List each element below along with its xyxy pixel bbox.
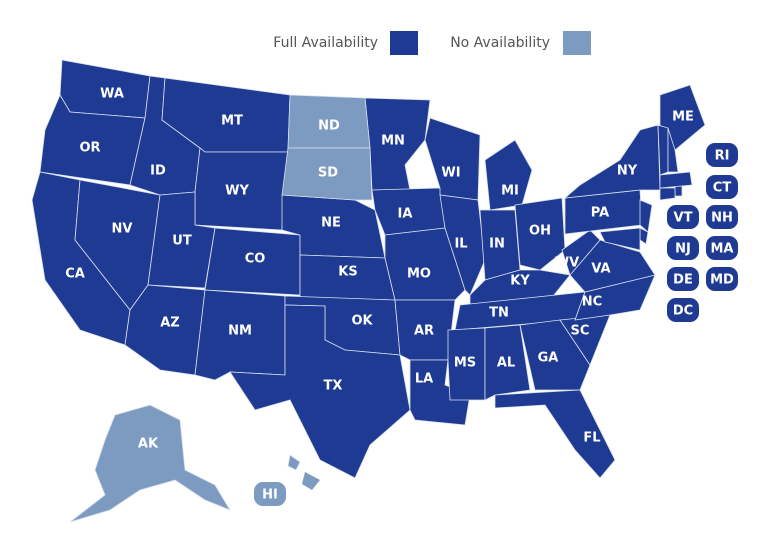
state-badge — [667, 298, 699, 322]
state-label: MD — [710, 273, 734, 288]
state-label: NJ — [675, 242, 691, 257]
state-label: SC — [571, 324, 590, 339]
state-badge — [706, 236, 738, 260]
state-shape — [574, 274, 656, 321]
state-label: AZ — [160, 316, 180, 331]
legend-swatch — [563, 31, 591, 55]
state-label: UT — [172, 234, 192, 249]
state-shape — [287, 454, 301, 471]
state-shape — [659, 187, 676, 201]
state-label: WY — [225, 184, 249, 199]
state-label: AR — [414, 324, 434, 339]
state-shape — [563, 124, 661, 199]
state-label: IN — [489, 237, 505, 252]
state-label: NV — [112, 222, 133, 237]
state-shape — [667, 127, 679, 173]
state-label: PA — [591, 206, 609, 221]
state-label: RI — [715, 149, 730, 164]
state-label: ND — [318, 119, 340, 134]
state-label: VT — [674, 211, 693, 226]
state-shape — [281, 147, 373, 201]
state-label: OH — [529, 224, 551, 239]
state-shape — [659, 171, 693, 189]
state-label: NE — [321, 216, 341, 231]
state-label: CT — [713, 181, 732, 196]
state-label: OK — [351, 314, 373, 329]
state-shape — [519, 319, 591, 391]
state-label: MT — [221, 114, 243, 129]
state-label: ME — [672, 110, 694, 125]
state-label: MN — [381, 134, 405, 149]
state-shape — [659, 84, 706, 151]
state-badge — [667, 267, 699, 291]
state-label: NM — [228, 324, 252, 339]
state-label: CA — [65, 267, 85, 282]
state-label: DE — [673, 273, 693, 288]
state-label: NC — [582, 295, 602, 310]
state-badge — [706, 175, 738, 199]
legend-label: Full Availability — [273, 35, 378, 51]
state-label: NH — [711, 211, 733, 226]
state-label: WV — [555, 256, 579, 271]
state-shape — [69, 404, 231, 523]
state-shape — [561, 229, 601, 276]
state-label: VA — [591, 262, 610, 277]
state-shape — [229, 304, 411, 479]
state-label: MO — [407, 267, 431, 282]
state-label: TX — [324, 379, 343, 394]
state-label: SD — [318, 166, 338, 181]
state-badge — [254, 482, 286, 506]
state-label: MI — [501, 184, 519, 199]
state-badge — [706, 267, 738, 291]
state-label: OR — [79, 141, 100, 156]
state-label: MA — [711, 242, 734, 257]
state-label: LA — [415, 372, 433, 387]
state-shape — [484, 139, 533, 211]
state-shape — [639, 199, 653, 233]
state-label: AL — [497, 356, 515, 371]
state-shape — [599, 227, 641, 251]
state-shape — [409, 359, 471, 426]
state-shape — [514, 197, 566, 271]
state-badge — [706, 143, 738, 167]
state-label: NY — [617, 164, 638, 179]
legend-swatch — [390, 31, 418, 55]
state-shape — [424, 117, 481, 201]
state-badge — [706, 205, 738, 229]
state-shape — [447, 327, 486, 401]
state-label: AK — [138, 437, 159, 452]
legend-label: No Availability — [450, 35, 550, 51]
state-label: ID — [150, 164, 166, 179]
state-label: DC — [673, 304, 693, 319]
state-label: IA — [398, 207, 413, 222]
state-label: GA — [538, 351, 559, 366]
state-badge — [667, 205, 699, 229]
state-shape — [494, 389, 616, 479]
state-label: MS — [454, 356, 476, 371]
state-shape — [674, 185, 683, 197]
state-shape — [657, 124, 669, 176]
state-shape — [484, 324, 531, 401]
state-label: WI — [441, 166, 460, 181]
state-shape — [302, 472, 320, 490]
state-label: CO — [245, 252, 266, 267]
state-badge — [667, 236, 699, 260]
state-label: TN — [489, 306, 509, 321]
state-label: IL — [454, 237, 467, 252]
state-label: KY — [510, 274, 530, 289]
state-label: KS — [338, 265, 357, 280]
state-label: HI — [262, 488, 278, 503]
state-label: WA — [100, 87, 124, 102]
state-label: FL — [583, 431, 600, 446]
